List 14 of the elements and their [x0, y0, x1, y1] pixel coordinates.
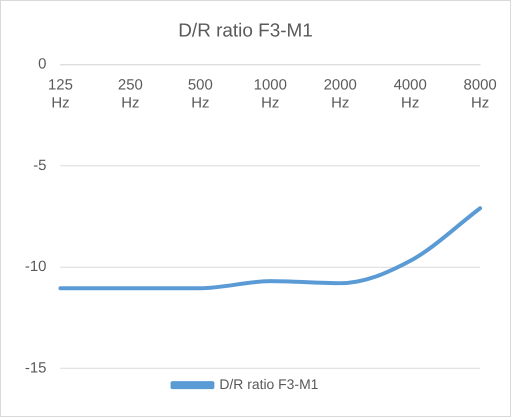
x-tick-label: 2000 Hz: [324, 76, 357, 112]
y-tick-label: 0: [38, 56, 46, 73]
x-tick-label: 1000 Hz: [254, 76, 287, 112]
x-tick-label: 4000 Hz: [394, 76, 427, 112]
x-tick-label: 250 Hz: [118, 76, 143, 112]
x-tick-label: 500 Hz: [188, 76, 213, 112]
chart-title: D/R ratio F3-M1: [178, 20, 313, 42]
y-tick-label: -5: [33, 156, 46, 174]
legend-label: D/R ratio F3-M1: [219, 376, 319, 392]
y-tick-label: -15: [24, 359, 46, 376]
x-tick-label: 8000 Hz: [464, 76, 497, 112]
y-tick-label: -10: [24, 258, 46, 276]
x-tick-label: 125 Hz: [48, 76, 73, 112]
line-series: [58, 206, 482, 290]
